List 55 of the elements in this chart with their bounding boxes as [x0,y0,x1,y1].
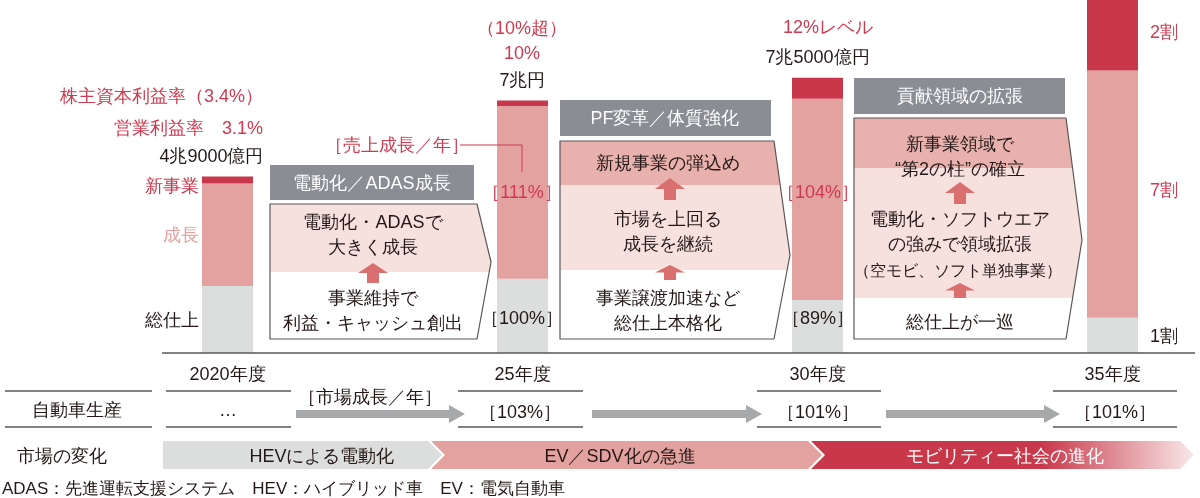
text: ［101%］ [776,402,860,423]
text: ［市場成長／年］ [298,387,442,408]
bar [202,176,253,184]
annotation: 7兆円 [499,69,546,90]
annotation: PF変革／体質強化 [590,108,740,129]
x-tick-label: 30年度 [789,363,846,384]
text: ［101%］ [1073,402,1157,423]
text: ［103%］ [478,402,562,423]
bar [1087,317,1138,353]
x-tick-label: 25年度 [494,363,551,384]
annotation: 7割 [1150,180,1179,201]
annotation: 営業利益率 3.1% [113,118,263,139]
annotation: 4兆9000億円 [159,145,264,166]
text: … [219,400,237,421]
bar [202,285,253,353]
annotation: （10%超） [476,18,568,39]
series-label: 新事業 [145,175,199,196]
bar [1087,0,1138,71]
bar [1087,70,1138,318]
annotation: 2割 [1150,22,1179,43]
x-tick-label: 35年度 [1084,363,1141,384]
annotation: ［100%］ [480,308,564,329]
annotation: （空モビ、ソフト単独事業） [854,261,1062,279]
bar [497,105,548,279]
annotation: 電動化・ADASで大きく成長 [303,211,444,257]
annotation: 1割 [1150,326,1179,347]
annotation: 事業維持で利益・キャッシュ創出 [283,287,463,333]
annotation: 電動化／ADAS成長 [293,173,451,194]
annotation: 貢献領域の拡張 [897,86,1023,107]
x-tick-label: 2020年度 [189,363,266,384]
annotation: ［売上成長／年］ [325,135,469,156]
bar [497,100,548,106]
annotation: 12%レベル [782,17,874,38]
annotation: 株主資本利益率（3.4%） [58,86,263,107]
annotation: 総仕上が一巡 [905,312,1014,333]
text: EV／SDV化の急進 [544,446,696,467]
annotation: 新規事業の弾込め [596,153,740,174]
text: 市場の変化 [17,446,107,467]
annotation: ［111%］ [482,182,562,203]
series-label: 成長 [163,225,199,246]
annotation: ［89%］ [781,308,855,329]
text: 自動車生産 [32,400,122,421]
annotation: 10% [503,43,541,64]
annotation: 市場を上回る成長を継続 [614,208,722,254]
bar [792,77,843,99]
annotation: 新事業領域で“第2の柱”の確立 [895,133,1025,179]
annotation: ［104%］ [776,182,860,203]
text: HEVによる電動化 [249,446,395,467]
annotation: 7兆5000億円 [765,46,870,67]
series-label: 総仕上 [144,309,199,330]
bar [202,183,253,286]
text: モビリティー社会の進化 [906,446,1104,467]
annotation: 事業譲渡加速など総仕上本格化 [596,287,740,333]
text: ADAS：先進運転支援システム HEV：ハイブリッド車 EV：電気自動車 [2,478,565,498]
annotation: 電動化・ソフトウエアの強みで領域拡張 [870,208,1050,254]
